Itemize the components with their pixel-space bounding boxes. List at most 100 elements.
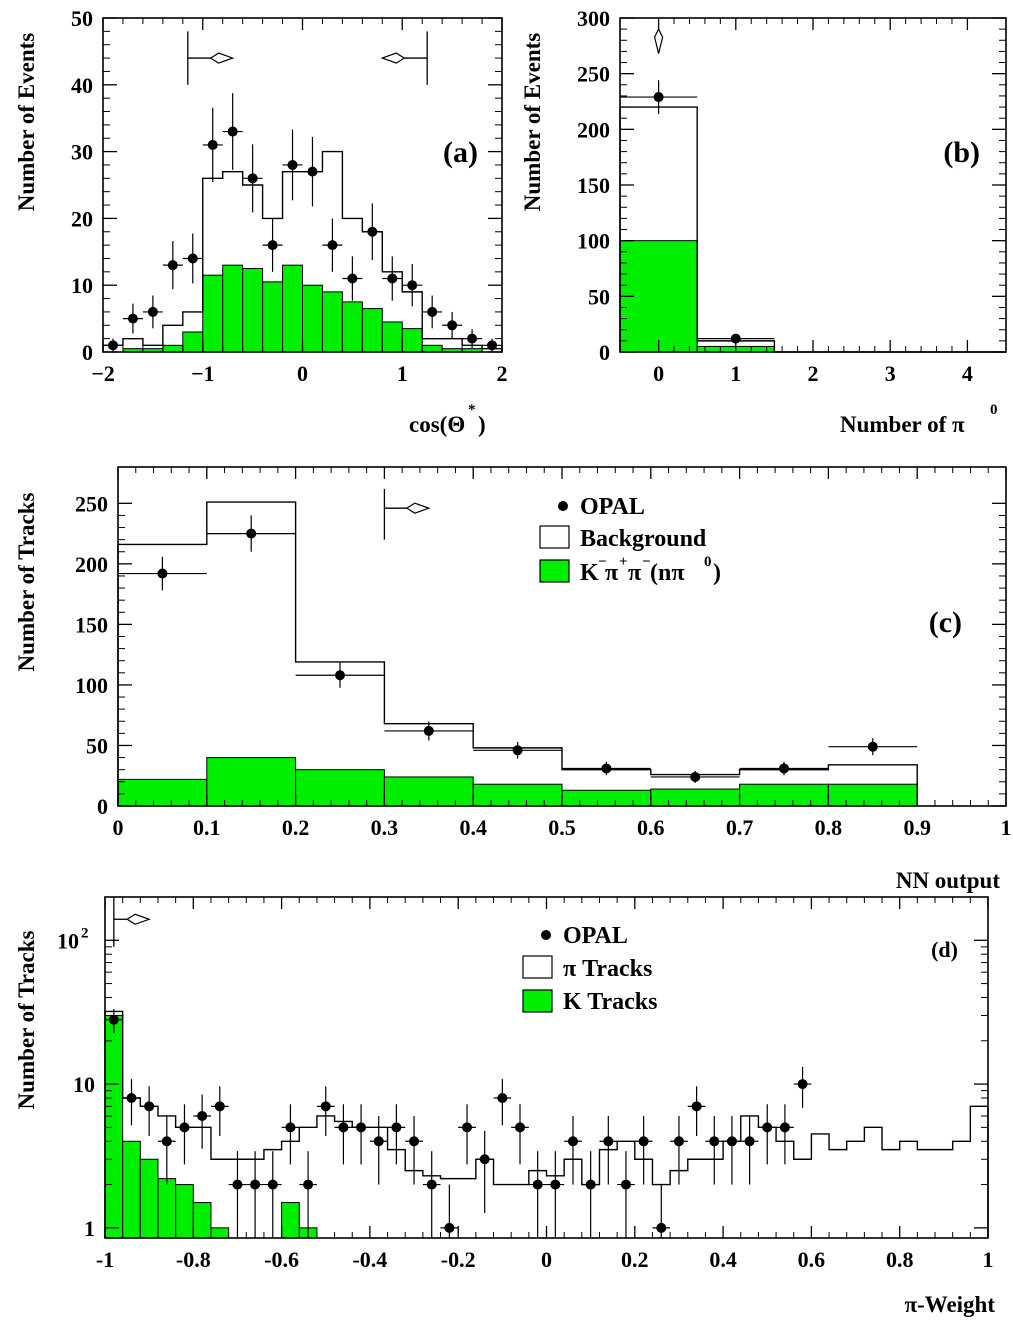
data-point xyxy=(797,1079,808,1090)
signal-bar xyxy=(827,783,918,807)
signal-bar xyxy=(242,268,264,353)
data-point xyxy=(709,1136,720,1147)
data-point xyxy=(167,260,178,271)
signal-bar xyxy=(262,281,284,353)
data-point xyxy=(656,1222,667,1233)
panel-label: (b) xyxy=(943,136,980,169)
data-point xyxy=(157,568,168,579)
signal-bar xyxy=(104,1014,124,1239)
signal-bar xyxy=(401,328,423,353)
panel-b: 0 1 2 3 4 0 50 100 150 200 250 300 (b) Number of Even… xyxy=(520,6,1007,437)
data-point xyxy=(585,1179,596,1190)
signal-bar xyxy=(206,757,297,807)
x-tick-label: -0.4 xyxy=(352,1247,387,1272)
x-tick-label: 0.2 xyxy=(621,1247,649,1272)
data-point xyxy=(426,1179,437,1190)
x-tick-label: 1 xyxy=(397,361,408,386)
data-point xyxy=(515,1122,526,1133)
legend-marker-filled-box xyxy=(522,989,553,1013)
data-point xyxy=(367,226,378,237)
signal-bar xyxy=(361,308,383,353)
data-point xyxy=(601,763,612,774)
x-tick-label: 0.2 xyxy=(282,815,310,840)
y-tick-exponent: 2 xyxy=(81,925,89,941)
legend-label-opal: OPAL xyxy=(563,923,628,949)
y-tick-label: 150 xyxy=(577,173,610,198)
signal-bar xyxy=(192,1202,212,1239)
cut-arrow-head xyxy=(653,27,664,54)
signal-bar xyxy=(341,301,363,353)
data-point xyxy=(107,340,118,351)
data-point xyxy=(227,126,238,137)
x-tick-label: 1 xyxy=(983,1247,994,1272)
legend-label-signal-pi2: π xyxy=(628,560,641,586)
data-point xyxy=(762,1122,773,1133)
signal-bar xyxy=(472,783,563,807)
legend-label-signal-sup: − xyxy=(642,554,651,570)
x-tick-label: 0.6 xyxy=(798,1247,826,1272)
legend-marker-open-box xyxy=(539,525,570,549)
legend-label-signal-sup: 0 xyxy=(704,554,712,570)
signal-bar xyxy=(321,291,343,353)
x-tick-label: 0 xyxy=(653,361,664,386)
panel-label: (c) xyxy=(929,606,962,639)
x-axis-label-close: ) xyxy=(478,412,486,437)
data-point xyxy=(620,1179,631,1190)
legend-marker-open-box xyxy=(522,955,553,979)
cut-arrow-head xyxy=(380,52,406,64)
legend-label-signal-sup: − xyxy=(598,554,607,570)
data-point xyxy=(462,1122,473,1133)
panel-label: (d) xyxy=(931,937,958,962)
data-point xyxy=(730,333,741,344)
data-point xyxy=(147,306,158,317)
legend-label-signal-pi1: π xyxy=(605,560,618,586)
data-point xyxy=(673,1136,684,1147)
data-point xyxy=(267,240,278,251)
data-point xyxy=(407,280,418,291)
data-point xyxy=(691,1101,702,1112)
legend-marker-dot xyxy=(541,930,551,940)
x-tick-label: 0.4 xyxy=(709,1247,737,1272)
background-histogram xyxy=(104,1010,989,1238)
data-point xyxy=(512,745,523,756)
y-tick-label: 200 xyxy=(75,552,108,577)
signal-bar xyxy=(295,769,385,807)
signal-bar xyxy=(381,321,403,353)
x-axis-label-sup: 0 xyxy=(990,402,998,418)
x-tick-label: −2 xyxy=(91,361,115,386)
data-point xyxy=(603,1136,614,1147)
legend-label-pi-tracks: π Tracks xyxy=(563,956,652,982)
x-axis-label: NN output xyxy=(896,868,1001,893)
x-tick-label: 0.1 xyxy=(193,815,221,840)
y-tick-label: 150 xyxy=(75,612,108,637)
y-tick-label: 100 xyxy=(75,673,108,698)
legend-label-signal-npi: (nπ xyxy=(650,560,685,586)
data-point xyxy=(144,1101,155,1112)
x-tick-label: -1 xyxy=(96,1247,114,1272)
x-tick-label: 0.8 xyxy=(815,815,843,840)
x-axis-label: cos(Θ xyxy=(409,412,465,437)
data-point xyxy=(690,771,701,782)
signal-bar xyxy=(222,264,244,353)
data-point xyxy=(197,1110,208,1121)
data-point xyxy=(267,1179,278,1190)
y-axis-label: Number of Events xyxy=(520,33,545,212)
data-point xyxy=(356,1122,367,1133)
data-point xyxy=(550,1179,561,1190)
data-point xyxy=(214,1101,225,1112)
signal-bar xyxy=(561,789,652,807)
data-point xyxy=(391,1122,402,1133)
signal-bar xyxy=(122,1140,141,1239)
data-point xyxy=(447,320,458,331)
data-point xyxy=(497,1093,508,1104)
x-tick-label: 0.6 xyxy=(637,815,665,840)
signal-bar xyxy=(281,1202,300,1239)
cut-arrow-head xyxy=(126,913,151,925)
data-point xyxy=(427,306,438,317)
legend-marker-filled-box xyxy=(539,559,570,583)
legend-label-signal-k: K xyxy=(580,560,599,586)
signal-bar xyxy=(282,264,303,353)
legend-label-k-tracks: K Tracks xyxy=(563,989,657,1015)
data-point xyxy=(338,1122,349,1133)
signal-bar xyxy=(739,783,829,807)
